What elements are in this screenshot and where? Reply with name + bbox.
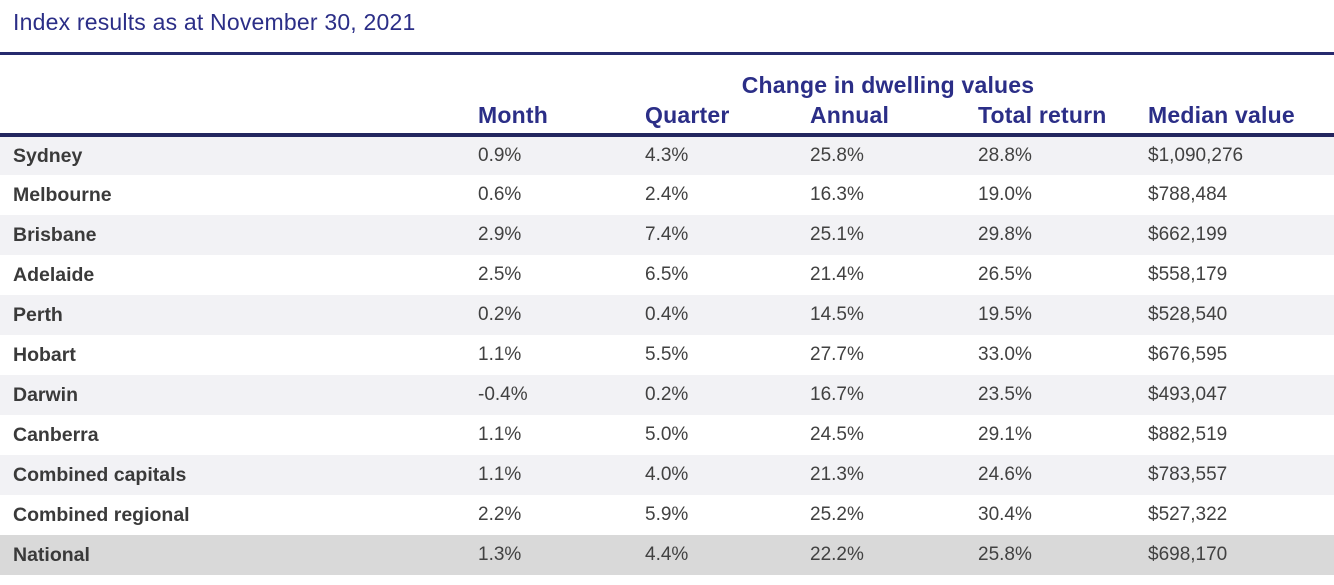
cell-quarter: 4.0%	[645, 464, 689, 485]
cell-median-value: $493,047	[1148, 384, 1228, 405]
cell-annual: 21.3%	[810, 464, 864, 485]
cell-median-value: $783,557	[1148, 464, 1228, 485]
row-label: National	[13, 543, 90, 566]
cell-total-return: 30.4%	[978, 504, 1032, 525]
cell-month: 1.1%	[478, 424, 522, 445]
cell-quarter: 4.4%	[645, 544, 689, 565]
table-row: Sydney 0.9% 4.3% 25.8% 28.8% $1,090,276	[0, 135, 1334, 175]
row-label: Melbourne	[13, 183, 112, 206]
cell-median-value: $882,519	[1148, 424, 1228, 445]
cell-month: 0.2%	[478, 304, 522, 325]
cell-total-return: 19.5%	[978, 304, 1032, 325]
cell-quarter: 4.3%	[645, 145, 689, 166]
cell-annual: 27.7%	[810, 344, 864, 365]
cell-annual: 25.2%	[810, 504, 864, 525]
cell-total-return: 29.1%	[978, 424, 1032, 445]
cell-month: 1.3%	[478, 544, 522, 565]
table-body: Sydney 0.9% 4.3% 25.8% 28.8% $1,090,276 …	[0, 135, 1334, 575]
table-row: Canberra 1.1% 5.0% 24.5% 29.1% $882,519	[0, 415, 1334, 455]
row-label: Brisbane	[13, 223, 97, 246]
table-row: Combined capitals 1.1% 4.0% 21.3% 24.6% …	[0, 455, 1334, 495]
cell-median-value: $698,170	[1148, 544, 1228, 565]
cell-quarter: 0.4%	[645, 304, 689, 325]
column-header-row: Month Quarter Annual Total return Median…	[0, 101, 1334, 137]
cell-month: -0.4%	[478, 384, 528, 405]
cell-quarter: 0.2%	[645, 384, 689, 405]
table-row: Adelaide 2.5% 6.5% 21.4% 26.5% $558,179	[0, 255, 1334, 295]
group-header-spacer	[0, 55, 478, 101]
title-divider-rule	[0, 52, 1334, 55]
row-label: Adelaide	[13, 263, 95, 286]
cell-median-value: $676,595	[1148, 344, 1228, 365]
cell-total-return: 19.0%	[978, 184, 1032, 205]
group-header-row: Change in dwelling values	[0, 55, 1334, 101]
cell-total-return: 33.0%	[978, 344, 1032, 365]
cell-median-value: $788,484	[1148, 184, 1228, 205]
cell-median-value: $558,179	[1148, 264, 1228, 285]
cell-annual: 25.8%	[810, 145, 864, 166]
column-header-annual: Annual	[810, 101, 978, 137]
cell-month: 1.1%	[478, 464, 522, 485]
table-row: Melbourne 0.6% 2.4% 16.3% 19.0% $788,484	[0, 175, 1334, 215]
index-results-table: Change in dwelling values Month Quarter …	[0, 55, 1334, 575]
cell-annual: 16.3%	[810, 184, 864, 205]
column-header-spacer	[0, 101, 478, 137]
cell-median-value: $527,322	[1148, 504, 1228, 525]
table-row: Hobart 1.1% 5.5% 27.7% 33.0% $676,595	[0, 335, 1334, 375]
column-header-total-return: Total return	[978, 101, 1148, 137]
row-label: Combined regional	[13, 503, 190, 526]
cell-quarter: 7.4%	[645, 224, 689, 245]
table-header: Change in dwelling values Month Quarter …	[0, 55, 1334, 137]
cell-annual: 25.1%	[810, 224, 864, 245]
row-label: Perth	[13, 303, 63, 326]
row-label: Sydney	[13, 144, 83, 167]
table-row: Brisbane 2.9% 7.4% 25.1% 29.8% $662,199	[0, 215, 1334, 255]
cell-median-value: $662,199	[1148, 224, 1228, 245]
table-row: Darwin -0.4% 0.2% 16.7% 23.5% $493,047	[0, 375, 1334, 415]
column-header-median-value: Median value	[1148, 101, 1334, 137]
cell-month: 2.5%	[478, 264, 522, 285]
cell-month: 0.9%	[478, 145, 522, 166]
cell-annual: 24.5%	[810, 424, 864, 445]
cell-quarter: 6.5%	[645, 264, 689, 285]
cell-month: 0.6%	[478, 184, 522, 205]
cell-month: 1.1%	[478, 344, 522, 365]
table-row: Perth 0.2% 0.4% 14.5% 19.5% $528,540	[0, 295, 1334, 335]
cell-median-value: $1,090,276	[1148, 145, 1244, 166]
cell-total-return: 26.5%	[978, 264, 1032, 285]
cell-quarter: 5.0%	[645, 424, 689, 445]
cell-total-return: 25.8%	[978, 544, 1032, 565]
cell-annual: 14.5%	[810, 304, 864, 325]
row-label: Darwin	[13, 383, 79, 406]
group-header-change-in-dwelling-values: Change in dwelling values	[741, 72, 1035, 98]
cell-quarter: 5.5%	[645, 344, 689, 365]
cell-total-return: 28.8%	[978, 145, 1032, 166]
cell-total-return: 24.6%	[978, 464, 1032, 485]
page-title: Index results as at November 30, 2021	[13, 9, 416, 35]
row-label: Combined capitals	[13, 463, 187, 486]
cell-quarter: 2.4%	[645, 184, 689, 205]
column-header-quarter: Quarter	[645, 101, 810, 137]
row-label: Canberra	[13, 423, 99, 446]
column-header-month: Month	[478, 101, 645, 137]
cell-annual: 21.4%	[810, 264, 864, 285]
cell-annual: 16.7%	[810, 384, 864, 405]
cell-total-return: 23.5%	[978, 384, 1032, 405]
cell-quarter: 5.9%	[645, 504, 689, 525]
cell-median-value: $528,540	[1148, 304, 1228, 325]
cell-annual: 22.2%	[810, 544, 864, 565]
table-row: Combined regional 2.2% 5.9% 25.2% 30.4% …	[0, 495, 1334, 535]
cell-month: 2.9%	[478, 224, 522, 245]
row-label: Hobart	[13, 343, 76, 366]
table-row: National 1.3% 4.4% 22.2% 25.8% $698,170	[0, 535, 1334, 575]
cell-total-return: 29.8%	[978, 224, 1032, 245]
cell-month: 2.2%	[478, 504, 522, 525]
